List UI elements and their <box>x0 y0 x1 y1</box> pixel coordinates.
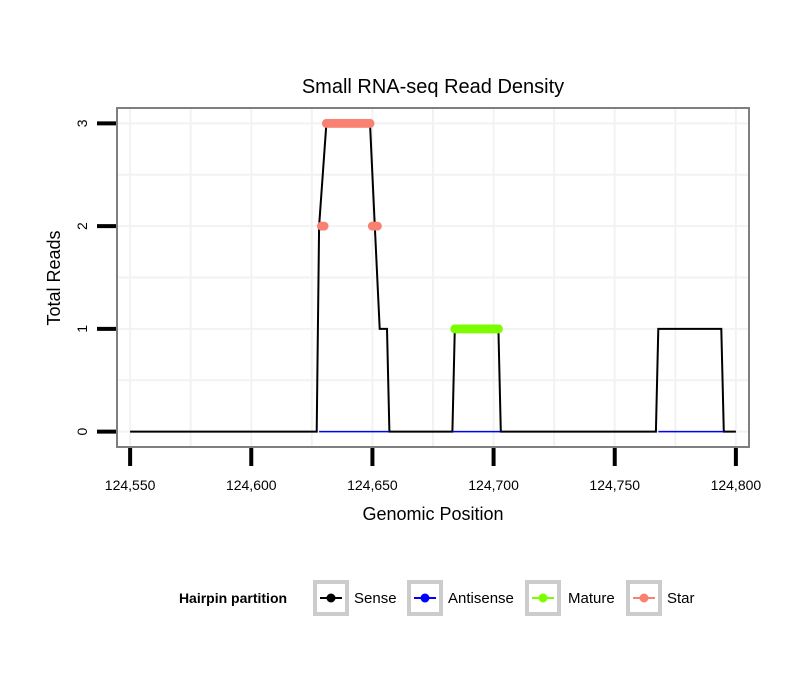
legend-item-star: Star <box>626 580 695 616</box>
legend-key-point <box>420 593 430 603</box>
data-point-star <box>365 118 375 128</box>
legend-label: Mature <box>568 590 615 607</box>
series-lines <box>130 122 736 433</box>
y-tick-label: 3 <box>74 119 90 127</box>
grid-lines <box>118 109 748 446</box>
x-tick-label: 124,650 <box>347 477 398 493</box>
x-tick-label: 124,600 <box>226 477 277 493</box>
legend-title: Hairpin partition <box>179 590 287 606</box>
y-axis-label: Total Reads <box>44 230 64 325</box>
legend-label: Sense <box>354 590 397 607</box>
legend-item-mature: Mature <box>525 580 615 616</box>
data-point-star <box>372 221 382 231</box>
legend: Hairpin partition Sense Antisense Mature St… <box>179 580 695 616</box>
plot-panel-border <box>116 107 750 448</box>
series-line-sense <box>130 122 736 433</box>
x-axis-label: Genomic Position <box>362 504 503 524</box>
y-tick-label: 0 <box>74 427 90 435</box>
x-tick-label: 124,550 <box>105 477 156 493</box>
legend-key-point <box>538 593 548 603</box>
x-tick-label: 124,700 <box>468 477 519 493</box>
series-points <box>317 118 503 334</box>
legend-key-point <box>639 593 649 603</box>
data-point-star <box>319 221 329 231</box>
data-point-mature <box>493 324 503 334</box>
legend-item-sense: Sense <box>313 580 397 616</box>
x-tick-label: 124,750 <box>589 477 640 493</box>
axes: 124,550 124,600 124,650 124,700 124,750 124,8… <box>74 119 761 493</box>
legend-label: Star <box>667 590 695 607</box>
chart-title: Small RNA-seq Read Density <box>302 76 564 98</box>
x-tick-label: 124,800 <box>711 477 762 493</box>
legend-item-antisense: Antisense <box>407 580 514 616</box>
legend-label: Antisense <box>448 590 514 607</box>
y-tick-label: 1 <box>74 325 90 333</box>
legend-key-point <box>326 593 336 603</box>
y-tick-label: 2 <box>74 222 90 230</box>
